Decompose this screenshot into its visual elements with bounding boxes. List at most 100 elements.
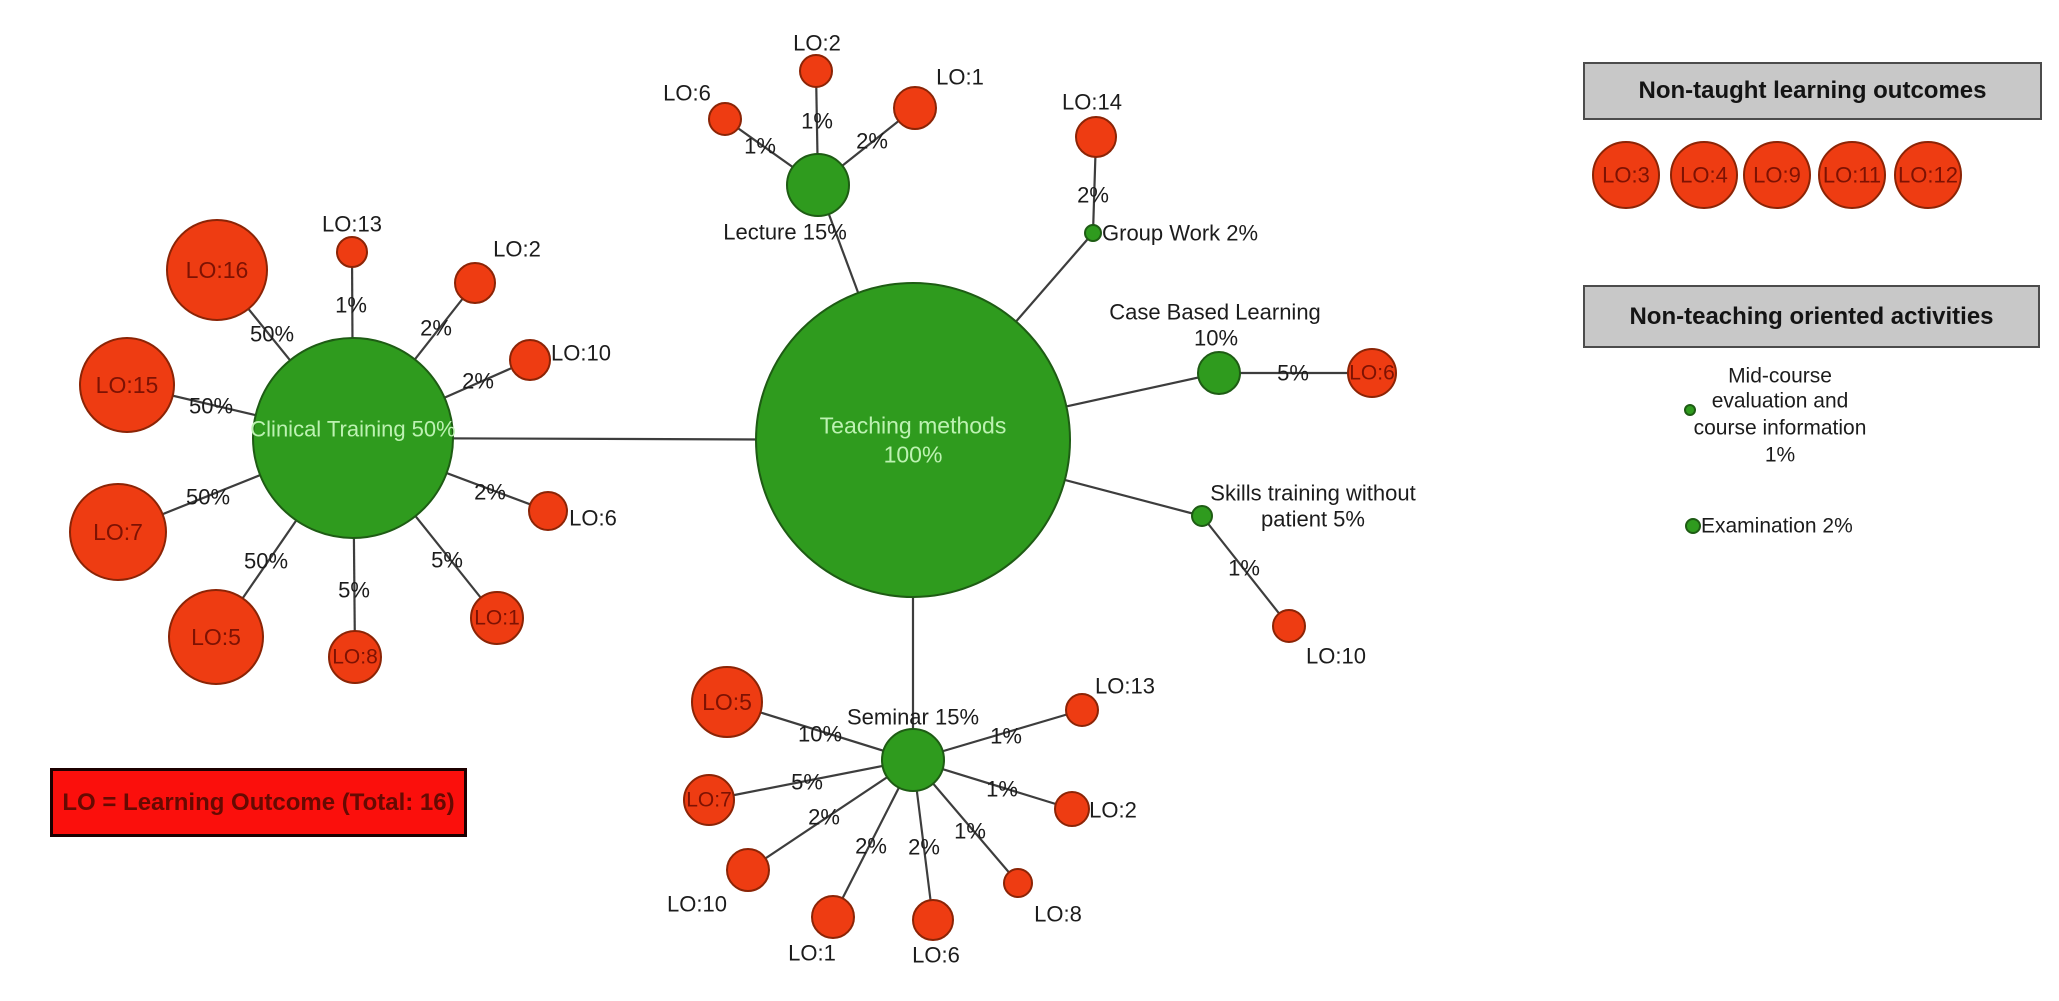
node-sk-lo10 — [1272, 609, 1306, 643]
node-label-cl-lo16: LO:16 — [186, 257, 249, 283]
legend-box-learning-outcome-total: LO = Learning Outcome (Total: 16) — [50, 768, 467, 837]
label: 5% — [1277, 361, 1309, 386]
node-dot-exam — [1685, 518, 1701, 534]
label: Lecture 15% — [723, 220, 847, 245]
label: LO:1 — [788, 941, 836, 966]
node-cbl-lo6 — [1347, 348, 1397, 398]
node-label-teaching: Teaching methods — [820, 413, 1007, 439]
node-label-sem-lo7: LO:7 — [686, 789, 732, 812]
node-dot-midcourse — [1684, 404, 1696, 416]
label: Mid-course — [1728, 365, 1832, 388]
node-cl-lo13 — [336, 236, 368, 268]
node-cl-lo5 — [168, 589, 264, 685]
node-gw-lo14 — [1075, 116, 1117, 158]
label: LO:10 — [667, 892, 727, 917]
node-lec-lo2 — [799, 54, 833, 88]
label: LO:2 — [793, 31, 841, 56]
node-sem-lo5 — [691, 666, 763, 738]
label: 50% — [189, 394, 233, 419]
label: 1% — [1228, 556, 1260, 581]
node-sem-lo10 — [726, 848, 770, 892]
label: 2% — [1077, 183, 1109, 208]
node-clinical — [252, 337, 454, 539]
label: 5% — [431, 548, 463, 573]
node-groupwork — [1084, 224, 1102, 242]
node-cl-lo1 — [470, 591, 524, 645]
label: LO:13 — [1095, 674, 1155, 699]
label: LO:6 — [912, 943, 960, 968]
node-label-cl-lo5: LO:5 — [191, 624, 241, 650]
label: 1% — [990, 724, 1022, 749]
label: 2% — [474, 480, 506, 505]
node-cl-lo10 — [509, 339, 551, 381]
label: 50% — [186, 485, 230, 510]
label: 2% — [808, 805, 840, 830]
node-sem-lo8 — [1003, 868, 1033, 898]
label: 1% — [744, 134, 776, 159]
node-lec-lo1 — [893, 86, 937, 130]
node-label-clinical: Clinical Training 50% — [250, 417, 455, 442]
node-nt-lo3 — [1592, 141, 1660, 209]
label: LO:2 — [1089, 798, 1137, 823]
label: LO:14 — [1062, 90, 1122, 115]
node-lecture — [786, 153, 850, 217]
label: Seminar 15% — [847, 705, 979, 730]
node-label-nt-lo4: LO:4 — [1680, 163, 1728, 188]
node-label-sem-lo5: LO:5 — [702, 689, 752, 715]
label: LO:6 — [569, 506, 617, 531]
node-nt-lo9 — [1743, 141, 1811, 209]
panel-header-non-taught-learning-outcomes: Non-taught learning outcomes — [1583, 62, 2042, 120]
node-label-cbl-lo6: LO:6 — [1349, 362, 1395, 385]
label: 1% — [335, 293, 367, 318]
node-label-cl-lo8: LO:8 — [332, 646, 378, 669]
node-seminar — [881, 728, 945, 792]
label: Case Based Learning — [1109, 300, 1321, 325]
node-cl-lo7 — [69, 483, 167, 581]
label: 10% — [1194, 326, 1238, 351]
label: 1% — [1765, 444, 1795, 467]
edge-seminar-sem-lo10 — [747, 759, 914, 871]
node-label-cl-lo15: LO:15 — [96, 372, 159, 398]
node-nt-lo12 — [1894, 141, 1962, 209]
node-lec-lo6 — [708, 102, 742, 136]
label: Skills training without — [1210, 481, 1415, 506]
label: course information — [1694, 417, 1867, 440]
node-cl-lo8 — [328, 630, 382, 684]
label: LO:2 — [493, 237, 541, 262]
label: 2% — [855, 834, 887, 859]
panel-header-non-teaching-oriented-activities: Non-teaching oriented activities — [1583, 285, 2040, 348]
node-label-nt-lo9: LO:9 — [1753, 163, 1801, 188]
node-nt-lo11 — [1818, 141, 1886, 209]
label: 2% — [908, 835, 940, 860]
node-sem-lo13 — [1065, 693, 1099, 727]
label: patient 5% — [1261, 507, 1365, 532]
edge-skills-sk-lo10 — [1201, 515, 1290, 627]
label: LO:10 — [551, 341, 611, 366]
node-sem-lo7 — [683, 774, 735, 826]
node-sem-lo2 — [1054, 791, 1090, 827]
label: 10% — [798, 722, 842, 747]
label: 2% — [856, 129, 888, 154]
node-cl-lo2 — [454, 262, 496, 304]
node-label-cl-lo1: LO:1 — [474, 607, 520, 630]
node-label-nt-lo11: LO:11 — [1823, 163, 1881, 188]
label: 1% — [954, 819, 986, 844]
label: LO:8 — [1034, 902, 1082, 927]
label: LO:6 — [663, 81, 711, 106]
label: LO:1 — [936, 65, 984, 90]
label: 5% — [791, 770, 823, 795]
node-sem-lo1 — [811, 895, 855, 939]
node-cl-lo16 — [166, 219, 268, 321]
node-label-nt-lo12: LO:12 — [1898, 163, 1958, 188]
label: 1% — [801, 109, 833, 134]
node-label-cl-lo7: LO:7 — [93, 519, 143, 545]
label: LO:13 — [322, 212, 382, 237]
label: 50% — [250, 322, 294, 347]
label: Group Work 2% — [1102, 221, 1258, 246]
edge-seminar-sem-lo7 — [708, 758, 914, 802]
node-teaching — [755, 282, 1071, 598]
node-skills — [1191, 505, 1213, 527]
node-sem-lo6 — [912, 899, 954, 941]
